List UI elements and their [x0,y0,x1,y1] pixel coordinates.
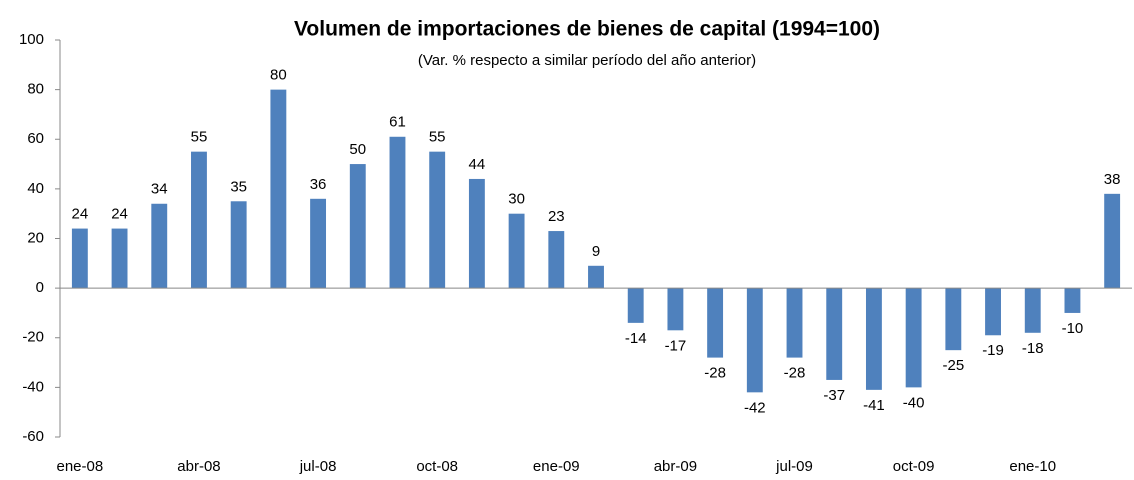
y-tick-label: 100 [19,31,44,48]
x-tick-label: jul-09 [775,458,813,475]
bar [270,89,287,289]
data-label: -37 [823,387,845,404]
chart-subtitle: (Var. % respecto a similar período del a… [418,52,756,69]
bar [310,198,327,289]
x-tick-label: oct-08 [416,458,458,475]
y-tick-label: 0 [36,279,44,296]
bar [1064,288,1081,313]
bar [191,151,207,289]
data-label: 34 [151,181,168,198]
data-label: -40 [903,394,925,411]
bar [707,288,724,358]
x-tick-label: abr-08 [177,458,220,475]
y-tick-label: -40 [22,378,44,395]
bar [786,288,803,358]
data-label: 55 [429,129,446,146]
data-label: -25 [942,357,964,374]
y-tick-label: 80 [27,81,44,98]
y-tick-label: 60 [27,130,44,147]
data-label: 9 [592,243,600,260]
data-label: -42 [744,399,766,416]
y-tick-label: 20 [27,229,44,246]
bar [468,178,485,289]
data-label: 80 [270,67,287,84]
data-label: 24 [111,206,128,223]
data-label: -17 [665,337,687,354]
x-tick-label: ene-08 [56,458,103,475]
data-label: 24 [72,206,89,223]
y-tick-label: -60 [22,428,44,445]
data-label: 50 [349,141,366,158]
data-label: 35 [230,178,247,195]
bar [389,136,406,289]
x-tick-label: abr-09 [654,458,697,475]
bar [905,288,922,388]
data-label: 61 [389,114,406,131]
data-label: 30 [508,191,525,208]
y-tick-label: 40 [27,180,44,197]
bar [1024,288,1041,333]
bar [746,288,763,393]
bar [1104,193,1121,289]
bar [865,288,882,390]
data-label: -28 [704,365,726,382]
x-tick-label: ene-09 [533,458,580,475]
data-label: -19 [982,342,1004,359]
data-label: -41 [863,397,885,414]
data-label: -28 [784,365,806,382]
bar [508,213,525,289]
data-label: -18 [1022,340,1044,357]
y-tick-label: -20 [22,329,44,346]
bar [429,151,446,289]
bar [588,265,604,289]
x-tick-label: jul-08 [299,458,337,475]
bar [826,288,843,380]
bar [349,164,366,289]
data-label: -10 [1062,320,1084,337]
bar [985,288,1001,336]
bar [667,288,684,331]
bar [945,288,962,351]
x-tick-label: oct-09 [893,458,935,475]
data-label: 55 [191,129,208,146]
bar [627,288,644,323]
data-label: 36 [310,176,327,193]
data-label: 44 [469,156,486,173]
data-label: 23 [548,208,565,225]
chart-title: Volumen de importaciones de bienes de ca… [294,18,880,41]
bar [71,228,88,289]
data-label: -14 [625,330,647,347]
bar [151,203,168,289]
bar [548,231,565,289]
data-label: 38 [1104,171,1121,188]
x-tick-label: ene-10 [1009,458,1056,475]
bar [111,228,128,289]
bar [230,201,247,289]
